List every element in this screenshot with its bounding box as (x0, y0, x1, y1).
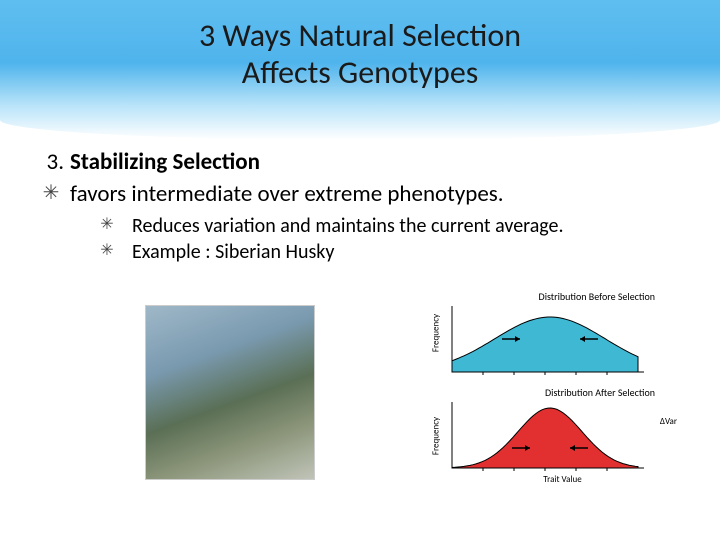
chart-after-svg (440, 400, 650, 472)
sub-bullet-list: ✳ Reduces variation and maintains the cu… (96, 214, 690, 264)
sub-bullet-text: Reduces variation and maintains the curr… (132, 214, 564, 238)
title-line-1: 3 Ways Natural Selection (199, 16, 521, 55)
heading-text: Stabilizing Selection (70, 148, 260, 176)
bullet-star-icon: ✳ (96, 214, 118, 234)
sub-bullet-row: ✳ Example : Siberian Husky (96, 240, 690, 264)
heading-row: 3. Stabilizing Selection (38, 148, 690, 176)
content-area: 3. Stabilizing Selection ✳ favors interm… (38, 148, 690, 266)
x-axis-label: Trait Value (440, 474, 685, 485)
title-line-2: Affects Genotypes (242, 53, 479, 92)
bullet-star-icon: ✳ (96, 240, 118, 260)
chart-before: Distribution Before Selection Frequency (440, 290, 685, 376)
slide-title: 3 Ways Natural Selection Affects Genotyp… (0, 18, 720, 92)
husky-photo (145, 305, 315, 480)
distribution-charts: Distribution Before Selection Frequency … (440, 290, 685, 495)
sub-bullet-text: Example : Siberian Husky (132, 240, 334, 264)
chart-before-svg (440, 304, 650, 376)
y-axis-label: Frequency (431, 416, 442, 454)
main-bullet-row: ✳ favors intermediate over extreme pheno… (38, 180, 690, 208)
bullet-star-icon: ✳ (38, 180, 64, 205)
sub-bullet-row: ✳ Reduces variation and maintains the cu… (96, 214, 690, 238)
item-number: 3. (38, 148, 64, 176)
chart-after-title: Distribution After Selection (440, 386, 685, 399)
chart-before-title: Distribution Before Selection (440, 290, 685, 303)
y-axis-label: Frequency (431, 314, 442, 352)
main-bullet-text: favors intermediate over extreme phenoty… (70, 180, 504, 208)
delta-var-label: ΔVar (660, 416, 677, 427)
chart-after: Distribution After Selection Frequency Δ… (440, 386, 685, 485)
